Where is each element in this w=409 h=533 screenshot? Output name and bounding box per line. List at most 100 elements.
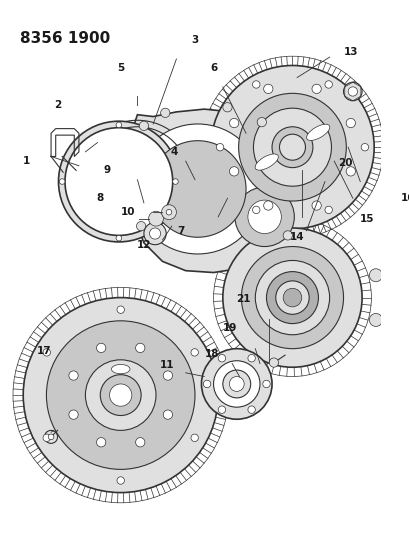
- Circle shape: [201, 349, 272, 419]
- Circle shape: [272, 127, 312, 167]
- Text: 6: 6: [209, 63, 217, 73]
- Circle shape: [262, 380, 270, 387]
- Circle shape: [229, 118, 238, 128]
- Circle shape: [96, 343, 106, 352]
- Circle shape: [117, 306, 124, 313]
- Circle shape: [222, 103, 231, 112]
- Circle shape: [133, 124, 262, 254]
- Text: 1: 1: [22, 156, 29, 166]
- Circle shape: [210, 66, 373, 229]
- Circle shape: [369, 313, 382, 326]
- Circle shape: [149, 141, 245, 237]
- Circle shape: [136, 222, 146, 231]
- Ellipse shape: [111, 365, 130, 374]
- Circle shape: [213, 361, 259, 407]
- Circle shape: [229, 167, 238, 176]
- Circle shape: [69, 410, 78, 419]
- Circle shape: [263, 84, 272, 93]
- Text: 9: 9: [103, 165, 110, 175]
- Text: 10: 10: [121, 207, 135, 217]
- Circle shape: [281, 147, 290, 157]
- Circle shape: [144, 222, 166, 245]
- Circle shape: [69, 371, 78, 380]
- Circle shape: [163, 371, 172, 380]
- Circle shape: [65, 128, 172, 236]
- Ellipse shape: [306, 124, 329, 140]
- Polygon shape: [236, 226, 292, 272]
- Circle shape: [218, 406, 225, 414]
- Circle shape: [135, 343, 144, 352]
- Text: 15: 15: [359, 214, 373, 224]
- Circle shape: [48, 434, 54, 440]
- Circle shape: [345, 118, 355, 128]
- Circle shape: [139, 121, 148, 131]
- Text: 14: 14: [289, 232, 303, 243]
- Circle shape: [369, 269, 382, 282]
- Text: 19: 19: [222, 323, 237, 333]
- Circle shape: [311, 201, 321, 210]
- Circle shape: [263, 201, 272, 210]
- Circle shape: [116, 122, 121, 128]
- Circle shape: [234, 187, 294, 247]
- Circle shape: [252, 81, 259, 88]
- Circle shape: [172, 179, 178, 184]
- Circle shape: [166, 209, 171, 215]
- Circle shape: [347, 87, 357, 96]
- Text: 7: 7: [177, 226, 184, 236]
- Circle shape: [283, 288, 301, 307]
- Circle shape: [96, 438, 106, 447]
- Circle shape: [43, 434, 50, 441]
- Circle shape: [160, 108, 169, 117]
- Circle shape: [279, 134, 305, 160]
- Text: 18: 18: [204, 349, 218, 359]
- Circle shape: [324, 81, 332, 88]
- Ellipse shape: [254, 154, 278, 170]
- Circle shape: [148, 211, 163, 226]
- Circle shape: [216, 143, 223, 151]
- Text: 16: 16: [400, 193, 409, 203]
- Circle shape: [360, 143, 368, 151]
- Circle shape: [163, 410, 172, 419]
- Text: 11: 11: [160, 360, 174, 370]
- Circle shape: [117, 477, 124, 484]
- Circle shape: [161, 205, 176, 220]
- Circle shape: [46, 321, 195, 470]
- Circle shape: [149, 228, 160, 239]
- Circle shape: [256, 117, 266, 127]
- Circle shape: [343, 82, 361, 101]
- Circle shape: [283, 231, 292, 240]
- Text: 4: 4: [171, 147, 178, 157]
- Circle shape: [266, 272, 318, 324]
- Text: 8: 8: [97, 193, 103, 203]
- Circle shape: [247, 200, 281, 233]
- Text: 8356 1900: 8356 1900: [20, 31, 110, 46]
- Text: 12: 12: [136, 240, 151, 249]
- Circle shape: [59, 179, 65, 184]
- Circle shape: [135, 438, 144, 447]
- Circle shape: [253, 108, 330, 186]
- Circle shape: [218, 354, 225, 362]
- Circle shape: [247, 406, 255, 414]
- Circle shape: [222, 228, 361, 367]
- Text: 20: 20: [337, 158, 352, 168]
- Text: 3: 3: [191, 35, 198, 45]
- Circle shape: [222, 370, 250, 398]
- Circle shape: [255, 261, 329, 335]
- Circle shape: [109, 384, 132, 406]
- Circle shape: [58, 121, 179, 242]
- Text: 5: 5: [117, 63, 124, 73]
- Circle shape: [275, 281, 308, 314]
- Circle shape: [311, 84, 321, 93]
- Circle shape: [203, 380, 210, 387]
- Text: 13: 13: [343, 46, 357, 56]
- Circle shape: [43, 349, 50, 356]
- Circle shape: [241, 247, 343, 349]
- Circle shape: [85, 360, 155, 430]
- Circle shape: [269, 358, 278, 367]
- Circle shape: [23, 297, 218, 492]
- Circle shape: [324, 206, 332, 214]
- Polygon shape: [128, 109, 289, 272]
- Circle shape: [252, 206, 259, 214]
- Text: 21: 21: [236, 294, 250, 303]
- Circle shape: [191, 434, 198, 441]
